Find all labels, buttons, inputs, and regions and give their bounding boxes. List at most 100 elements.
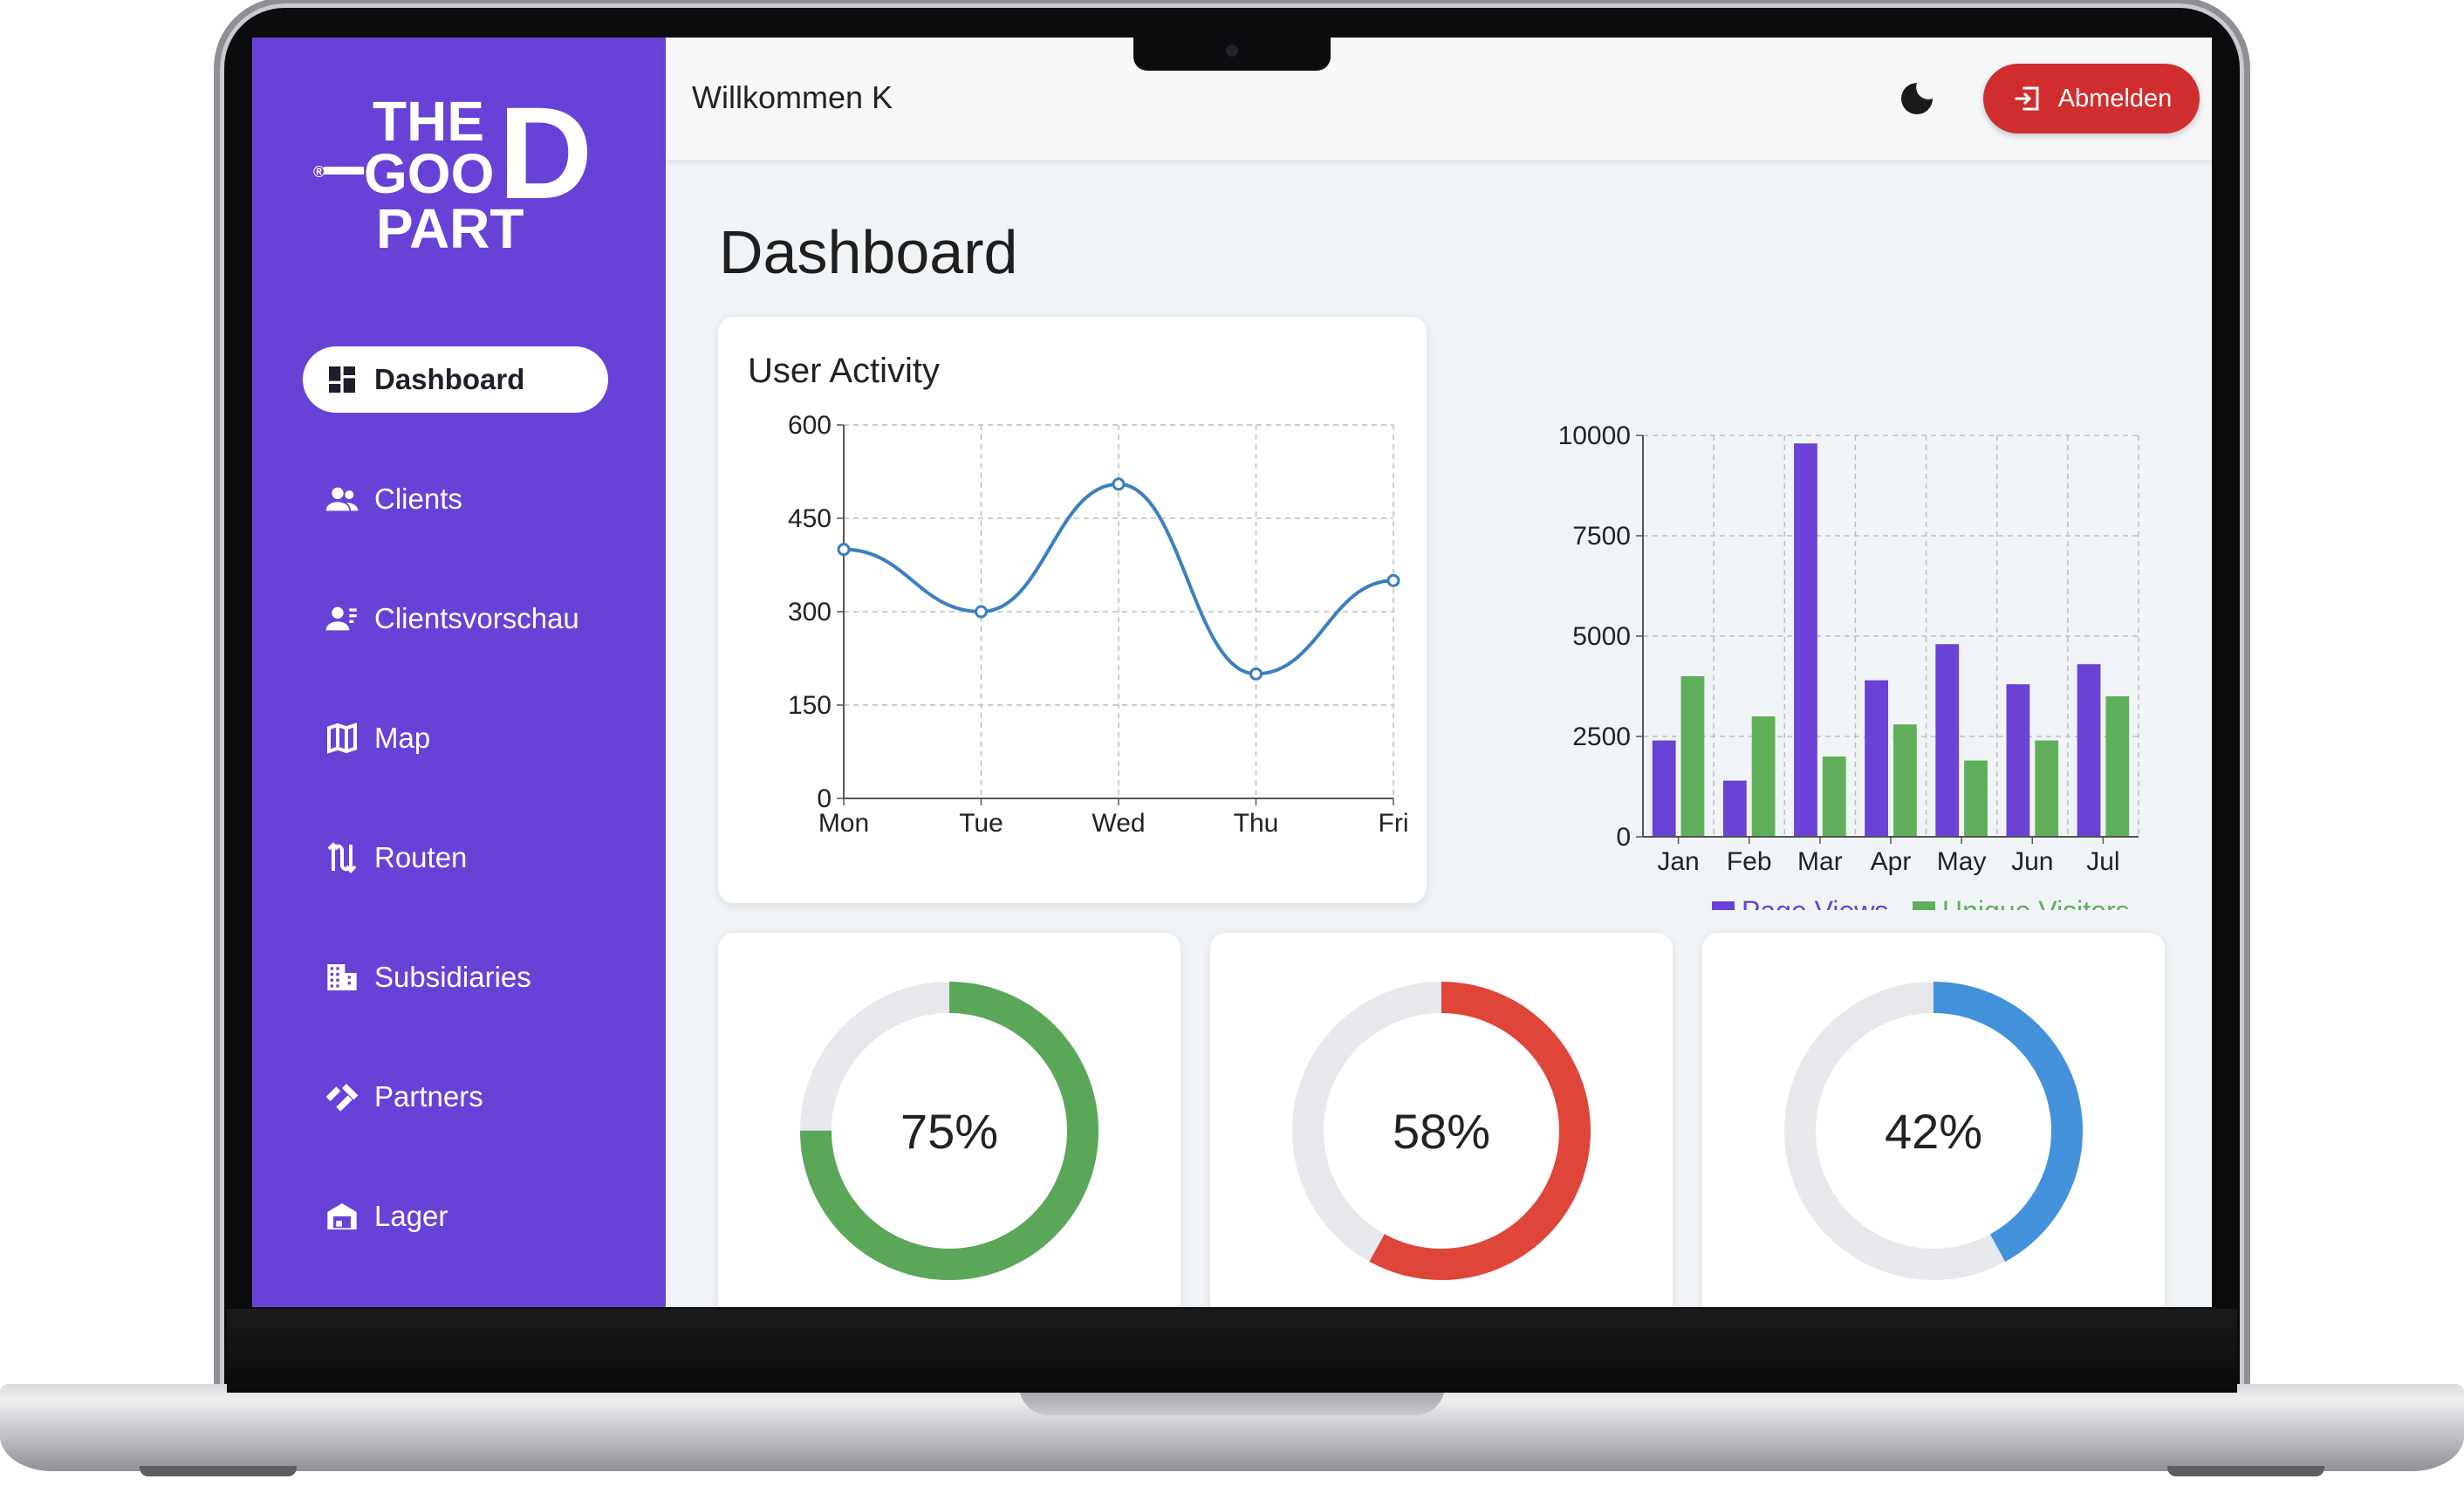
legend-swatch xyxy=(1712,901,1735,910)
person-preview-icon xyxy=(324,600,360,637)
dashboard-icon xyxy=(324,361,360,398)
welcome-text: Willkommen K xyxy=(692,79,893,115)
logo-registered-mark: ® xyxy=(313,163,325,181)
logo-line-1: THE xyxy=(373,90,484,153)
y-tick-label: 0 xyxy=(817,784,832,813)
route-icon xyxy=(324,839,360,876)
building-icon xyxy=(324,959,360,996)
donut-value-label: 75% xyxy=(900,1103,999,1159)
y-tick-label: 2500 xyxy=(1572,722,1631,751)
screen: THE GOO ® PART D Dashboard Clients xyxy=(252,38,2212,1307)
y-tick-label: 600 xyxy=(788,411,832,440)
sidebar-item-label: Lager xyxy=(374,1200,448,1232)
sidebar-nav: Dashboard Clients Clientsvorschau Map xyxy=(303,346,608,1303)
sidebar-item-subsidiaries[interactable]: Subsidiaries xyxy=(303,944,608,1010)
data-point xyxy=(1112,477,1126,491)
page-views-bar xyxy=(2077,664,2101,837)
donut-value-label: 42% xyxy=(1884,1103,1983,1159)
screen-bezel-bottom xyxy=(227,1309,2237,1393)
laptop-foot-right xyxy=(2167,1466,2324,1476)
sidebar-item-label: Clientsvorschau xyxy=(374,602,579,634)
donut-chart-2 xyxy=(1292,982,1591,1280)
user-activity-card: User Activity 0 150 300 450 600 Mon Tue Wed Thu F… xyxy=(718,317,1427,903)
page-views-bar xyxy=(1794,443,1817,837)
logout-button[interactable]: Abmelden xyxy=(1983,64,2200,134)
unique-visitors-bar xyxy=(1680,676,1705,837)
logo-line-3: PART xyxy=(376,197,524,252)
handshake-icon xyxy=(324,1079,360,1115)
sidebar-item-label: Subsidiaries xyxy=(374,961,531,993)
donut-value-arc xyxy=(1292,982,1591,1280)
page-title: Dashboard xyxy=(719,218,1018,286)
x-tick-label: Feb xyxy=(1727,847,1772,876)
sidebar-item-lager[interactable]: Lager xyxy=(303,1183,608,1250)
logo-big-letter: D xyxy=(498,86,592,226)
sidebar-item-label: Routen xyxy=(374,841,468,873)
y-tick-label: 10000 xyxy=(1558,421,1631,450)
brand-logo[interactable]: THE GOO ® PART D xyxy=(313,86,601,252)
x-tick-label: Fri xyxy=(1379,809,1409,838)
sidebar-item-dashboard[interactable]: Dashboard xyxy=(303,346,608,413)
x-tick-label: Tue xyxy=(959,809,1003,838)
y-tick-label: 300 xyxy=(788,598,832,627)
y-tick-label: 450 xyxy=(788,504,832,533)
x-tick-label: Mon xyxy=(818,809,869,838)
x-tick-label: Apr xyxy=(1871,847,1912,876)
people-icon xyxy=(324,481,360,517)
page-views-bar xyxy=(1722,780,1747,837)
chart-title: User Activity xyxy=(748,352,941,390)
unique-visitors-bar xyxy=(2035,740,2059,837)
unique-visitors-bar xyxy=(1893,724,1917,837)
unique-visitors-bar xyxy=(1822,757,1846,837)
x-tick-label: Jun xyxy=(2011,847,2053,876)
logo-dash xyxy=(324,167,364,175)
x-tick-label: Jul xyxy=(2086,847,2119,876)
page-views-bar-chart: 0 2500 5000 7500 10000 Jan Feb Mar Apr May Jun Jul P… xyxy=(1558,421,2139,910)
data-point xyxy=(1386,573,1400,587)
donut-value-label: 58% xyxy=(1392,1103,1491,1159)
sidebar-item-clientsvorschau[interactable]: Clientsvorschau xyxy=(303,585,608,652)
laptop-foot-left xyxy=(140,1466,297,1476)
sidebar-item-label: Map xyxy=(374,722,431,754)
donut-chart-3 xyxy=(1784,982,2083,1280)
x-tick-label: Mar xyxy=(1797,847,1843,876)
legend-label: Unique Visitors xyxy=(1942,895,2130,910)
page-views-bar xyxy=(2006,684,2030,837)
donut-card-3: 42% xyxy=(1702,933,2165,1307)
page-views-bar xyxy=(1865,680,1888,837)
sidebar-item-label: Partners xyxy=(374,1080,483,1113)
map-icon xyxy=(324,720,360,757)
x-tick-label: May xyxy=(1937,847,1987,876)
data-point xyxy=(1249,667,1263,681)
sidebar-item-clients[interactable]: Clients xyxy=(303,466,608,532)
data-point xyxy=(975,605,988,619)
x-tick-label: Thu xyxy=(1234,809,1279,838)
y-tick-label: 150 xyxy=(788,691,832,720)
logo-line-2: GOO xyxy=(364,142,494,205)
legend-swatch xyxy=(1913,901,1935,910)
x-tick-label: Wed xyxy=(1092,809,1145,838)
user-activity-line-chart: 0 150 300 450 600 Mon Tue Wed Thu Fri xyxy=(788,411,1409,838)
sidebar-item-label: Dashboard xyxy=(374,363,525,395)
unique-visitors-bar xyxy=(1964,760,1988,837)
page-views-bar xyxy=(1652,740,1676,837)
top-bar: Willkommen K Abmelden xyxy=(666,38,2212,160)
donut-card-2: 58% xyxy=(1210,933,1673,1307)
logout-label: Abmelden xyxy=(2057,84,2173,113)
sidebar-item-map[interactable]: Map xyxy=(303,705,608,771)
data-point xyxy=(837,543,851,557)
donut-chart-1 xyxy=(800,982,1099,1280)
logout-icon xyxy=(2015,86,2039,111)
sidebar-item-routen[interactable]: Routen xyxy=(303,825,608,891)
dark-mode-moon-icon[interactable] xyxy=(1896,78,1938,120)
unique-visitors-bar xyxy=(2105,696,2130,837)
donut-value-arc xyxy=(800,982,1099,1280)
sidebar-item-label: Clients xyxy=(374,483,462,515)
sidebar: THE GOO ® PART D Dashboard Clients xyxy=(252,38,666,1307)
x-tick-label: Jan xyxy=(1657,847,1699,876)
camera-icon xyxy=(1226,45,1238,57)
sidebar-item-partners[interactable]: Partners xyxy=(303,1064,608,1130)
donut-card-1: 75% xyxy=(718,933,1181,1307)
legend-label: Page Views xyxy=(1742,895,1888,910)
y-tick-label: 0 xyxy=(1616,823,1631,852)
